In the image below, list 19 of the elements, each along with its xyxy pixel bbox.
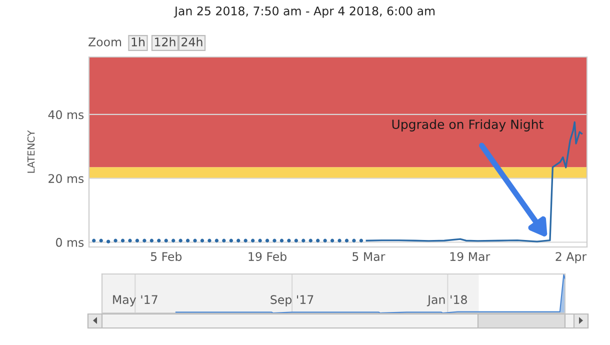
x-tick-label: 5 Feb xyxy=(150,252,182,261)
y-tick-label: 40 ms xyxy=(48,110,84,120)
text: 1h xyxy=(132,37,144,46)
x-tick-label: Jan '18 xyxy=(426,295,467,306)
text: 24h xyxy=(182,37,202,46)
x-tick-label: Sep '17 xyxy=(270,295,314,306)
y-tick-label: 0 ms xyxy=(56,238,84,247)
x-tick-label: 19 Mar xyxy=(450,252,490,261)
annotation: Upgrade on Friday Night xyxy=(392,119,544,132)
text: 12h xyxy=(155,37,176,46)
y-tick-label: 20 ms xyxy=(48,174,84,183)
text: Zoom xyxy=(88,38,122,46)
x-tick-label: 5 Mar xyxy=(352,252,386,261)
x-tick-label: 2 Apr xyxy=(556,252,587,264)
y-axis-title: LATENCY xyxy=(27,130,35,173)
x-tick-label: May '17 xyxy=(113,295,158,306)
x-tick-label: 19 Feb xyxy=(248,252,286,261)
line-series xyxy=(366,121,583,242)
chart-title: Jan 25 2018, 7:50 am - Apr 4 2018, 6:00 am xyxy=(174,6,435,18)
